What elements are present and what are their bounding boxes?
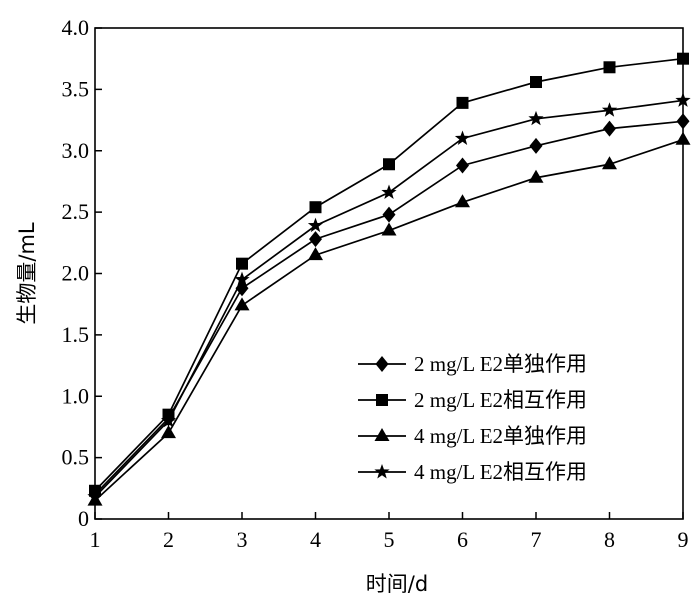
legend-label: 4 mg/L E2相互作用 (414, 460, 587, 484)
legend-label: 2 mg/L E2单独作用 (414, 352, 587, 376)
x-tick-label: 9 (678, 527, 689, 552)
data-point-diamond (309, 231, 322, 248)
data-point-star (160, 412, 177, 428)
x-tick-label: 7 (531, 527, 542, 552)
data-point-triangle (675, 131, 691, 145)
series-layer (87, 52, 691, 506)
series-line (94, 57, 684, 492)
data-point-star (601, 102, 618, 117)
x-tick-label: 6 (457, 527, 468, 552)
series-line (94, 120, 684, 496)
x-tick-label: 8 (604, 527, 615, 552)
y-tick-label: 2.0 (62, 261, 90, 286)
data-point-square (677, 52, 689, 65)
data-point-star (381, 184, 397, 199)
legend-label: 4 mg/L E2单独作用 (414, 424, 587, 448)
series-diamond (88, 113, 690, 503)
data-point-star (234, 271, 250, 287)
data-point-star (307, 217, 324, 233)
data-point-diamond (382, 206, 396, 223)
data-point-star (675, 92, 691, 107)
x-tick-label: 3 (237, 527, 248, 552)
data-point-triangle (308, 247, 323, 261)
data-point-triangle (455, 194, 470, 208)
plot-frame (94, 27, 684, 520)
x-tick-label: 5 (384, 527, 395, 552)
data-point-square (236, 257, 248, 270)
data-point-star (528, 110, 544, 126)
data-point-triangle (602, 156, 617, 170)
y-tick-label: 4.0 (62, 15, 90, 40)
legend-marker-triangle (374, 428, 390, 441)
legend-marker-star (374, 464, 390, 479)
data-point-triangle (381, 222, 397, 236)
data-point-square (383, 158, 395, 171)
legend-label: 2 mg/L E2相互作用 (414, 388, 587, 412)
legend-item: 4 mg/L E2单独作用 (358, 424, 587, 448)
data-point-triangle (161, 425, 176, 439)
y-tick-label: 3.5 (62, 76, 90, 101)
legend-marker-diamond (375, 356, 389, 372)
data-point-star (454, 130, 471, 145)
series-square (89, 52, 689, 497)
y-tick-label: 1.0 (62, 383, 90, 408)
x-tick-label: 2 (163, 527, 174, 552)
x-tick-label: 4 (310, 527, 321, 552)
data-point-square (456, 96, 469, 109)
y-tick-label: 1.5 (62, 322, 90, 347)
y-tick-label: 0 (78, 506, 89, 531)
legend-item: 2 mg/L E2相互作用 (358, 388, 587, 412)
data-point-diamond (529, 137, 543, 154)
y-tick-label: 3.0 (62, 138, 90, 163)
data-point-square (309, 201, 322, 214)
legend-item: 2 mg/L E2单独作用 (358, 352, 587, 376)
data-point-triangle (234, 297, 250, 311)
series-star (87, 92, 691, 504)
y-tick-label: 0.5 (62, 445, 90, 470)
data-point-diamond (676, 113, 690, 130)
data-point-triangle (528, 169, 544, 183)
y-tick-label: 2.5 (62, 199, 90, 224)
y-axis-title: 生物量/mL (15, 222, 39, 325)
legend: 2 mg/L E2单独作用 2 mg/L E2相互作用 4 mg/L E2单独作用 4… (358, 352, 587, 484)
x-tick-label: 1 (90, 527, 101, 552)
data-point-diamond (456, 157, 469, 174)
legend-item: 4 mg/L E2相互作用 (358, 460, 587, 484)
data-point-square (530, 76, 542, 89)
data-point-star (87, 488, 103, 504)
data-point-diamond (603, 120, 616, 137)
data-point-square (603, 61, 616, 74)
legend-marker-square (376, 394, 388, 406)
plot-area: 0 0.5 1.0 1.5 2.0 2.5 3.0 3.5 4.0 1 2 3 4 5 6 7 8 9 (62, 15, 689, 552)
x-axis-title: 时间/d (366, 572, 428, 596)
